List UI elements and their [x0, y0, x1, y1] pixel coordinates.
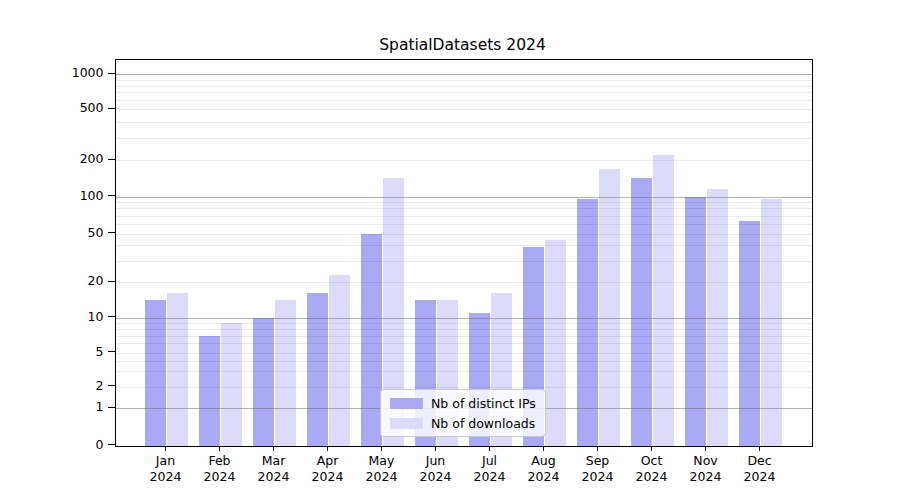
x-tick-mark-feb	[219, 446, 220, 452]
y-tick-label-50: 50	[60, 225, 104, 241]
gridline-minor-400	[116, 122, 812, 123]
x-tick-mark-apr	[327, 446, 328, 452]
gridline-minor-30	[116, 261, 812, 262]
gridline-major-100	[116, 197, 812, 198]
gridline-minor-80	[116, 208, 812, 209]
x-tick-mark-jun	[435, 446, 436, 452]
gridline-minor-8	[116, 329, 812, 330]
gridline-minor-900	[116, 80, 812, 81]
x-tick-mark-sep	[597, 446, 598, 452]
legend-label-downloads: Nb of downloads	[431, 416, 535, 431]
y-tick-mark-50	[108, 232, 115, 233]
y-tick-label-20: 20	[60, 273, 104, 289]
y-tick-mark-1000	[108, 73, 115, 74]
gridline-minor-9	[116, 323, 812, 324]
gridline-minor-90	[116, 202, 812, 203]
y-tick-mark-500	[108, 108, 115, 109]
x-tick-mark-jan	[165, 446, 166, 452]
gridline-minor-4	[116, 361, 812, 362]
gridline-minor-50	[116, 234, 812, 235]
legend-swatch-distinct-ips	[390, 398, 423, 409]
y-tick-mark-10	[108, 316, 115, 317]
x-tick-mark-dec	[759, 446, 760, 452]
y-tick-mark-0	[108, 444, 115, 445]
y-tick-label-5: 5	[60, 344, 104, 360]
legend-row-distinct-ips: Nb of distinct IPs	[390, 396, 536, 411]
y-tick-label-10: 10	[60, 309, 104, 325]
y-tick-label-2: 2	[60, 378, 104, 394]
gridline-minor-700	[116, 92, 812, 93]
gridline-major-10	[116, 318, 812, 319]
gridline-minor-300	[116, 138, 812, 139]
gridline-minor-70	[116, 216, 812, 217]
gridline-minor-20	[116, 282, 812, 283]
gridline-minor-5	[116, 353, 812, 354]
legend-row-downloads: Nb of downloads	[390, 416, 536, 431]
y-tick-label-200: 200	[60, 151, 104, 167]
legend-swatch-downloads	[390, 418, 423, 429]
gridline-minor-800	[116, 86, 812, 87]
y-tick-mark-100	[108, 195, 115, 196]
y-tick-label-1000: 1000	[60, 65, 104, 81]
y-tick-label-1: 1	[60, 399, 104, 415]
gridline-major-1000	[116, 74, 812, 75]
y-tick-label-0: 0	[60, 437, 104, 453]
legend-label-distinct-ips: Nb of distinct IPs	[431, 396, 536, 411]
y-tick-label-100: 100	[60, 188, 104, 204]
legend: Nb of distinct IPs Nb of downloads	[380, 389, 546, 437]
gridline-minor-7	[116, 336, 812, 337]
x-tick-label-dec: Dec2024	[728, 453, 792, 486]
chart-title: SpatialDatasets 2024	[115, 36, 811, 54]
y-tick-mark-1	[108, 407, 115, 408]
x-tick-mark-may	[381, 446, 382, 452]
y-tick-mark-2	[108, 385, 115, 386]
gridline-minor-200	[116, 160, 812, 161]
gridline-minor-40	[116, 245, 812, 246]
gridline-minor-500	[116, 109, 812, 110]
gridline-minor-600	[116, 100, 812, 101]
y-tick-label-500: 500	[60, 100, 104, 116]
x-tick-mark-jul	[489, 446, 490, 452]
x-tick-mark-mar	[273, 446, 274, 452]
grid-layer	[116, 60, 812, 446]
y-tick-mark-20	[108, 281, 115, 282]
chart-figure: SpatialDatasets 2024 0 1 2 5 10 20 50 100 200 500…	[0, 0, 900, 500]
gridline-minor-60	[116, 224, 812, 225]
x-tick-mark-nov	[705, 446, 706, 452]
y-tick-mark-200	[108, 159, 115, 160]
gridline-minor-6	[116, 343, 812, 344]
y-tick-mark-5	[108, 351, 115, 352]
gridline-minor-2	[116, 387, 812, 388]
x-tick-mark-oct	[651, 446, 652, 452]
gridline-minor-3	[116, 371, 812, 372]
x-tick-mark-aug	[543, 446, 544, 452]
